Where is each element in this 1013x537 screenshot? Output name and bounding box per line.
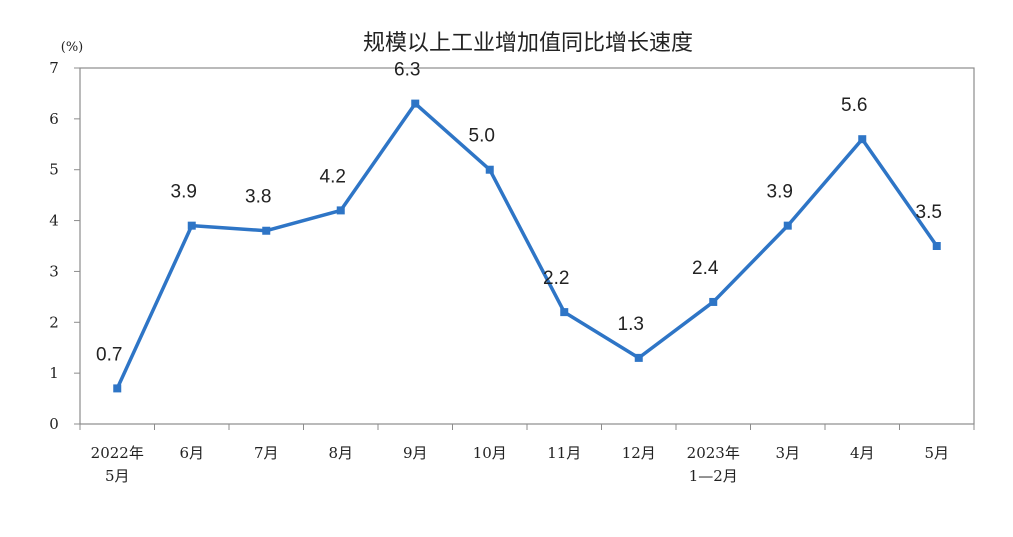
data-point (560, 308, 569, 317)
data-point (187, 221, 196, 230)
x-tick-label: 12月 (622, 444, 656, 462)
x-tick-label: 5月 (924, 444, 949, 462)
data-label: 3.9 (767, 182, 793, 203)
chart-title: 规模以上工业增加值同比增长速度 (363, 31, 693, 56)
data-label: 3.9 (171, 182, 197, 203)
data-point (709, 297, 718, 306)
data-label: 0.7 (96, 344, 122, 365)
y-tick-label: 7 (49, 59, 59, 77)
series-group: 0.7 3.9 3.8 4.2 6.3 5.0 2.2 1.3 2.4 3.9 5.6 3.5 (96, 60, 942, 393)
data-point (411, 99, 420, 108)
data-point (485, 165, 494, 174)
data-point (262, 226, 271, 235)
x-tick-label: 2023年 (687, 444, 740, 462)
data-label: 3.8 (245, 187, 271, 208)
data-point (783, 221, 792, 230)
y-tick-label: 4 (49, 212, 59, 230)
data-label: 5.0 (469, 126, 495, 147)
y-tick-label: 1 (49, 364, 59, 382)
x-tick-label: 6月 (179, 444, 204, 462)
data-label: 2.2 (543, 268, 569, 289)
x-tick-label: 1—2月 (689, 467, 738, 485)
x-tick-label: 4月 (850, 444, 875, 462)
data-label: 6.3 (394, 60, 420, 81)
y-unit-label: (%) (61, 40, 84, 55)
x-tick-label: 9月 (403, 444, 428, 462)
x-tick-label: 8月 (328, 444, 353, 462)
y-tick-label: 6 (49, 110, 59, 128)
x-tick-label: 3月 (775, 444, 800, 462)
data-label: 5.6 (841, 95, 867, 116)
data-point (336, 206, 345, 215)
x-tick-label: 7月 (254, 444, 279, 462)
plot-area-frame (79, 67, 975, 425)
y-tick-label: 3 (49, 262, 59, 280)
y-axis: 0 1 2 3 4 5 6 7 (49, 59, 80, 433)
y-tick-label: 0 (49, 415, 59, 433)
data-label: 1.3 (618, 314, 644, 335)
x-tick-label: 2022年 (91, 444, 144, 462)
data-point (932, 242, 941, 250)
data-label: 3.5 (916, 202, 942, 223)
data-point (634, 353, 643, 362)
x-tick-label: 11月 (547, 444, 581, 462)
data-label: 2.4 (692, 258, 719, 279)
x-axis: 2022年 5月 6月 7月 8月 9月 10月 11月 12月 2023年 1—2月 3月 4月 5月 (79, 424, 975, 485)
data-point (113, 384, 122, 393)
y-tick-label: 2 (49, 313, 59, 331)
y-tick-label: 5 (49, 161, 59, 179)
data-label: 4.2 (320, 166, 346, 187)
series-line (115, 101, 939, 391)
x-tick-label: 10月 (473, 444, 507, 462)
data-point (858, 135, 867, 144)
x-tick-label: 5月 (105, 467, 130, 485)
